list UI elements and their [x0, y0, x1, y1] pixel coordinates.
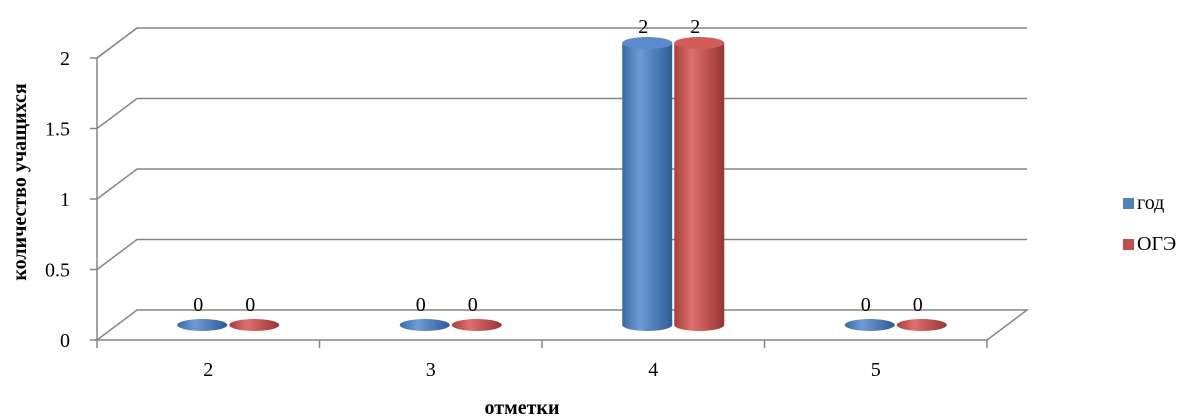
bar-body — [674, 43, 725, 331]
legend-swatch — [1123, 239, 1134, 250]
bar-flat — [451, 319, 502, 331]
y-tick-label: 0.5 — [45, 260, 70, 282]
gridline — [96, 27, 1027, 59]
bar-flat — [229, 319, 280, 331]
legend-label: год — [1137, 192, 1164, 214]
bar-год-2 — [177, 319, 228, 331]
data-label: 0 — [416, 294, 426, 316]
bar-ОГЭ-3 — [451, 319, 502, 331]
x-tick-label: 3 — [426, 359, 436, 381]
legend-label: ОГЭ — [1137, 233, 1176, 255]
y-tick-label: 2 — [60, 48, 70, 70]
data-label: 2 — [690, 16, 700, 38]
y-axis-tick-labels: 0 0.5 1 1.5 2 — [45, 48, 97, 352]
bar-ОГЭ-2 — [229, 319, 280, 331]
gridline — [96, 168, 1027, 200]
x-axis-title: отметки — [485, 397, 560, 419]
bar-flat — [177, 319, 228, 331]
data-label: 0 — [861, 294, 871, 316]
data-label: 2 — [638, 16, 648, 38]
bar-flat — [844, 319, 895, 331]
data-labels: 0 0 0 0 2 2 0 0 — [193, 16, 923, 316]
legend: год ОГЭ — [1123, 192, 1176, 255]
x-tick-label: 5 — [871, 359, 881, 381]
y-axis-title: количество учащихся — [9, 83, 31, 280]
bar-flat — [896, 319, 947, 331]
bar-body — [622, 43, 673, 331]
data-label: 0 — [913, 294, 923, 316]
bar-год-3 — [399, 319, 450, 331]
y-tick-label: 0 — [60, 330, 70, 352]
floor — [94, 309, 1030, 341]
data-label: 0 — [193, 294, 203, 316]
bar-top — [622, 37, 673, 49]
x-tick-label: 4 — [648, 359, 658, 381]
x-tick-label: 2 — [203, 359, 213, 381]
gridline — [96, 238, 1027, 271]
legend-swatch — [1123, 198, 1134, 209]
bar-top — [674, 37, 725, 49]
bar-flat — [399, 319, 450, 331]
bar-ОГЭ-5 — [896, 319, 947, 331]
bar-ОГЭ-4 — [674, 37, 725, 331]
bars — [177, 37, 947, 331]
bar-год-5 — [844, 319, 895, 331]
x-axis-tick-labels: 2 3 4 5 — [96, 340, 988, 381]
gridlines — [96, 27, 1027, 271]
data-label: 0 — [468, 294, 478, 316]
data-label: 0 — [245, 294, 255, 316]
chart-walls — [94, 27, 1030, 341]
gridline — [96, 97, 1027, 130]
y-tick-label: 1 — [60, 189, 70, 211]
y-tick-label: 1.5 — [45, 119, 70, 141]
bar-год-4 — [622, 37, 673, 331]
